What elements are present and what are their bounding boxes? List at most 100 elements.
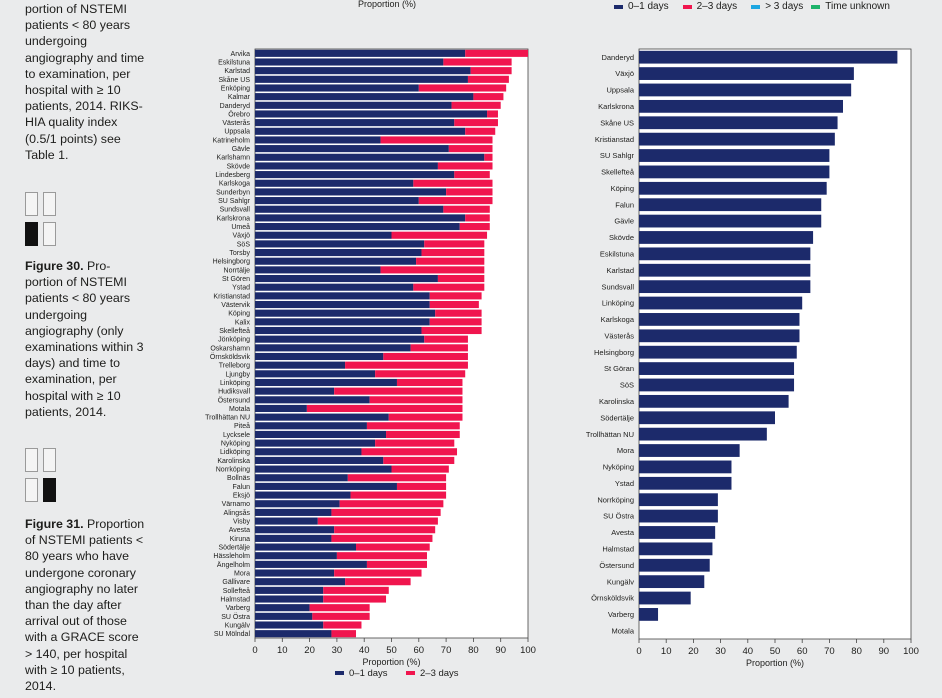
x-tick-label: 60: [797, 646, 808, 657]
bar-2-3-days: [386, 430, 460, 438]
bar-0-1-days: [255, 318, 430, 326]
bar-0-1-days: [255, 101, 452, 109]
bar-0-1-days: [639, 476, 732, 490]
bar-0-1-days: [639, 165, 830, 179]
bar-0-1-days: [255, 430, 387, 438]
bar-2-3-days: [375, 439, 455, 447]
bar-2-3-days: [429, 318, 482, 326]
x-axis-label: Proportion (%): [362, 657, 420, 667]
category-label: Gävle: [614, 217, 634, 226]
category-label: SU Sahlgr: [218, 198, 251, 205]
x-tick-label: 0: [636, 646, 641, 657]
bar-0-1-days: [255, 621, 324, 629]
bar-0-1-days: [639, 116, 838, 130]
category-label: Karlskrona: [217, 215, 251, 222]
bar-0-1-days: [639, 181, 827, 195]
figure-30-label: Figure 30.: [25, 259, 84, 273]
category-label: Trollhättan NU: [205, 415, 250, 422]
category-label: Hudiksvall: [218, 389, 250, 396]
category-label: Halmstad: [220, 596, 250, 603]
bar-0-1-days: [639, 263, 811, 277]
legend-swatch-0-1-days: [335, 671, 344, 675]
category-label: Uppsala: [224, 129, 250, 136]
category-label: Gällivare: [222, 579, 250, 586]
bar-0-1-days: [255, 171, 455, 179]
bar-2-3-days: [465, 214, 490, 222]
bar-2-3-days: [443, 58, 512, 66]
bar-0-1-days: [639, 558, 710, 572]
category-label: Skövde: [609, 233, 634, 242]
category-label: Kiruna: [230, 536, 250, 543]
category-label: Danderyd: [220, 103, 250, 110]
bar-2-3-days: [413, 283, 485, 291]
bar-2-3-days: [334, 387, 463, 395]
category-label: Östersund: [599, 561, 634, 570]
category-label: Sollefteå: [223, 587, 250, 595]
bar-0-1-days: [639, 280, 811, 294]
x-tick-label: 30: [715, 646, 726, 657]
bar-0-1-days: [255, 292, 430, 300]
bar-0-1-days: [255, 274, 438, 283]
category-label: Linköping: [220, 380, 250, 387]
bar-2-3-days: [451, 101, 501, 109]
x-tick-label: 100: [903, 646, 919, 657]
bar-0-1-days: [639, 493, 718, 507]
bar-2-3-days: [443, 205, 490, 213]
bar-0-1-days: [255, 344, 411, 352]
bar-2-3-days: [323, 621, 362, 629]
category-label: Karlshamn: [217, 155, 251, 162]
category-label: Kungälv: [607, 577, 634, 586]
category-label: Oskarshamn: [210, 345, 250, 352]
bar-2-3-days: [396, 378, 463, 387]
bar-0-1-days: [255, 58, 444, 66]
figure-31-chart: Danderyd Växjö Uppsala Karlskrona Skåne US Kr…: [586, 48, 919, 668]
figure-31-caption: Figure 31. Proportion of NSTEMI patients…: [25, 516, 147, 694]
category-label: Örebro: [228, 110, 250, 118]
bar-2-3-days: [424, 335, 468, 343]
bar-2-3-days: [459, 223, 490, 231]
category-label: Örnsköldsvik: [591, 594, 634, 603]
category-label: Sunderbyn: [216, 189, 250, 196]
bar-0-1-days: [639, 378, 795, 392]
figure-30-caption-text: Pro-portion of NSTEMI patients < 80 year…: [25, 259, 144, 419]
bar-2-3-days: [429, 300, 479, 309]
thumb-cell: [43, 192, 56, 216]
category-label: Växjö: [232, 233, 250, 240]
bar-0-1-days: [639, 362, 795, 375]
x-tick-label: 80: [468, 645, 479, 656]
category-label: Kristianstad: [595, 135, 634, 144]
bar-0-1-days: [255, 534, 332, 542]
bar-0-1-days: [255, 75, 468, 83]
x-tick-label: 40: [743, 646, 754, 657]
figure-29-caption-text: portion of NSTEMI patients < 80 years un…: [25, 2, 145, 162]
bar-2-3-days: [429, 292, 482, 300]
category-label: Lycksele: [223, 432, 250, 439]
x-axis-label: Proportion (%): [746, 658, 804, 668]
bar-0-1-days: [639, 198, 822, 212]
category-label: Varberg: [608, 610, 634, 619]
category-label: Södertälje: [218, 545, 250, 552]
category-label: Mora: [617, 446, 635, 455]
category-label: Karlskrona: [598, 102, 635, 111]
bar-2-3-days: [418, 197, 493, 205]
figure-31-legend: 0–1 days 2–3 days > 3 days Time unknown: [604, 1, 890, 12]
bar-2-3-days: [465, 49, 528, 57]
category-label: Karlstad: [224, 68, 250, 75]
category-label: Kungälv: [225, 622, 251, 629]
category-label: Örnsköldsvik: [210, 353, 251, 361]
bar-0-1-days: [255, 474, 348, 482]
category-label: Piteå: [234, 422, 250, 430]
bar-0-1-days: [255, 110, 488, 118]
legend-swatch-over-3-days: [751, 4, 761, 9]
bar-2-3-days: [331, 630, 357, 638]
bar-0-1-days: [255, 84, 419, 92]
category-label: Västervik: [221, 302, 250, 309]
category-label: SU Östra: [603, 512, 635, 521]
bar-0-1-days: [255, 396, 370, 404]
category-label: Helsingborg: [594, 348, 634, 357]
category-label: Skellefteå: [601, 168, 635, 177]
x-tick-label: 80: [851, 646, 862, 657]
bar-0-1-days: [255, 500, 340, 508]
legend-swatch-2-3-days: [682, 4, 692, 9]
bar-0-1-days: [639, 345, 797, 359]
